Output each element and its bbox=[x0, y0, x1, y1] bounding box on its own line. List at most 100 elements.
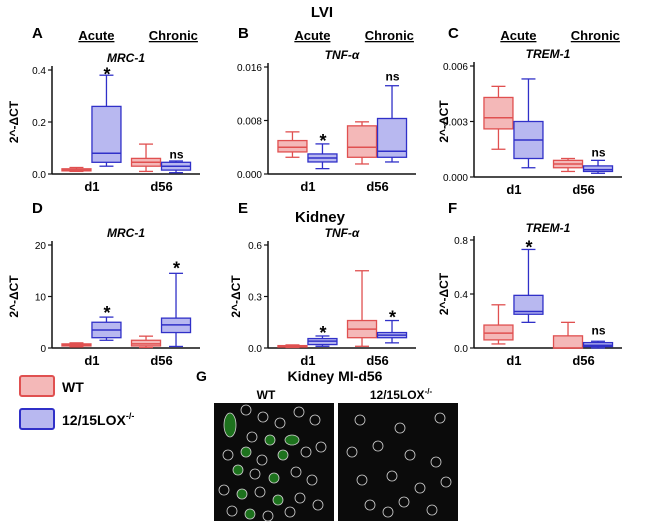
panel-B: B Acute Chronic TNF-α 0.000 0.008 0.016 d1 d56 * n… bbox=[237, 25, 416, 194]
acute-label: Acute bbox=[500, 28, 536, 43]
micrograph-lox bbox=[338, 403, 458, 521]
box-iqr bbox=[483, 96, 514, 130]
x-tick-label: d1 bbox=[506, 182, 521, 197]
box-wt-d56 bbox=[130, 143, 162, 173]
box-lox-d1 bbox=[91, 74, 122, 167]
y-axis-label: 2^-ΔCT bbox=[229, 275, 243, 318]
cell-outline bbox=[240, 404, 252, 416]
chart-panels: A Acute Chronic MRC-1 2^-ΔCT 0.0 0.2 0.4 d1 d56 * n… bbox=[7, 25, 622, 368]
box-lox-d56 bbox=[582, 340, 614, 349]
cell-outline bbox=[290, 466, 302, 478]
micro-title: Kidney MI-d56 bbox=[288, 368, 383, 384]
cell-outline bbox=[414, 482, 426, 494]
significance-label: ns bbox=[592, 324, 606, 338]
significance-label: * bbox=[389, 307, 396, 327]
cell-outline bbox=[274, 417, 286, 429]
cell-outline bbox=[430, 456, 442, 468]
box-iqr bbox=[513, 294, 544, 315]
micro-label-lox-main: 12/15LOX bbox=[370, 388, 425, 402]
cell-outline bbox=[364, 499, 376, 511]
box-wt-d56 bbox=[130, 335, 162, 349]
cell-outline bbox=[240, 446, 252, 458]
y-tick-label: 0.000 bbox=[443, 173, 468, 184]
lvi-group-title: LVI bbox=[311, 4, 333, 21]
x-tick-label: d56 bbox=[366, 179, 388, 194]
x-tick-label: d1 bbox=[506, 353, 521, 368]
significance-label: ns bbox=[386, 69, 400, 83]
y-tick-label: 0.016 bbox=[237, 63, 262, 74]
cell-outline bbox=[249, 468, 261, 480]
x-tick-label: d1 bbox=[300, 353, 315, 368]
box-iqr bbox=[346, 125, 378, 158]
acute-label: Acute bbox=[294, 28, 330, 43]
cell-outline bbox=[440, 476, 452, 488]
cell-outline bbox=[293, 406, 305, 418]
cell-outline bbox=[254, 486, 266, 498]
cell-outline bbox=[306, 474, 318, 486]
box-lox-d1 bbox=[307, 335, 338, 347]
y-tick-label: 0 bbox=[40, 344, 46, 355]
micrograph-section: G Kidney MI-d56 WT 12/15LOX-/- bbox=[196, 368, 458, 522]
cell-outline bbox=[294, 492, 306, 504]
legend-wt-swatch bbox=[19, 375, 55, 397]
significance-label: * bbox=[319, 131, 326, 151]
y-axis-label: 2^-ΔCT bbox=[7, 100, 21, 143]
box-iqr bbox=[130, 339, 162, 347]
y-tick-label: 0.2 bbox=[32, 118, 46, 129]
panel-F: F TREM-1 2^-ΔCT 0.0 0.4 0.8 d1 d56 * ns bbox=[437, 200, 622, 368]
y-axis-label: 2^-ΔCT bbox=[437, 100, 451, 143]
cell-outline bbox=[312, 499, 324, 511]
cell-outline bbox=[257, 411, 269, 423]
box-iqr bbox=[582, 165, 614, 173]
y-tick-label: 10 bbox=[35, 293, 47, 304]
chronic-label: Chronic bbox=[149, 28, 198, 43]
significance-label: * bbox=[103, 65, 110, 85]
cell-outline bbox=[386, 470, 398, 482]
cell-outline bbox=[382, 506, 394, 518]
panel-title: TREM-1 bbox=[526, 47, 571, 61]
y-tick-label: 0.0 bbox=[454, 344, 468, 355]
cell-outline bbox=[222, 449, 234, 461]
cell-outline bbox=[218, 484, 230, 496]
y-tick-label: 0.0 bbox=[32, 170, 46, 181]
panel-letter: B bbox=[238, 25, 249, 42]
cell-outline bbox=[268, 472, 280, 484]
cell-outline bbox=[315, 441, 327, 453]
panel-letter: F bbox=[448, 200, 457, 217]
x-tick-label: d1 bbox=[84, 179, 99, 194]
x-tick-label: d56 bbox=[150, 353, 172, 368]
panel-letter: A bbox=[32, 25, 43, 42]
legend-wt-label: WT bbox=[62, 379, 84, 395]
box-lox-d56 bbox=[582, 159, 614, 174]
y-axis-label: 2^-ΔCT bbox=[7, 275, 21, 318]
box-lox-d1 bbox=[307, 143, 338, 170]
box-wt-d1 bbox=[483, 304, 514, 345]
box-lox-d1 bbox=[513, 78, 544, 169]
box-lox-d56 bbox=[376, 319, 408, 344]
cell-outline bbox=[434, 412, 446, 424]
cell-outline bbox=[354, 414, 366, 426]
box-wt-d56 bbox=[346, 270, 378, 347]
cell-outline bbox=[226, 505, 238, 517]
panel-D: D MRC-1 2^-ΔCT 0 10 20 d1 d56 * * bbox=[7, 200, 200, 368]
box-wt-d1 bbox=[61, 166, 92, 173]
y-tick-label: 0.000 bbox=[237, 170, 262, 181]
panel-letter: D bbox=[32, 200, 43, 217]
box-wt-d56 bbox=[346, 121, 378, 165]
panel-title: TREM-1 bbox=[526, 221, 571, 235]
y-tick-label: 0.008 bbox=[237, 117, 262, 128]
box-iqr bbox=[552, 335, 584, 349]
cell-outline bbox=[223, 412, 237, 438]
y-tick-label: 0.3 bbox=[248, 293, 262, 304]
cell-outline bbox=[284, 434, 300, 446]
micro-label-lox-sup: -/- bbox=[425, 387, 433, 396]
cell-outline bbox=[236, 488, 248, 500]
cell-outline bbox=[300, 446, 312, 458]
micro-label-wt: WT bbox=[257, 388, 276, 402]
y-tick-label: 0.0 bbox=[248, 344, 262, 355]
significance-label: * bbox=[525, 237, 532, 257]
legend-lox-swatch bbox=[19, 408, 55, 430]
significance-label: ns bbox=[592, 146, 606, 160]
x-tick-label: d1 bbox=[84, 353, 99, 368]
